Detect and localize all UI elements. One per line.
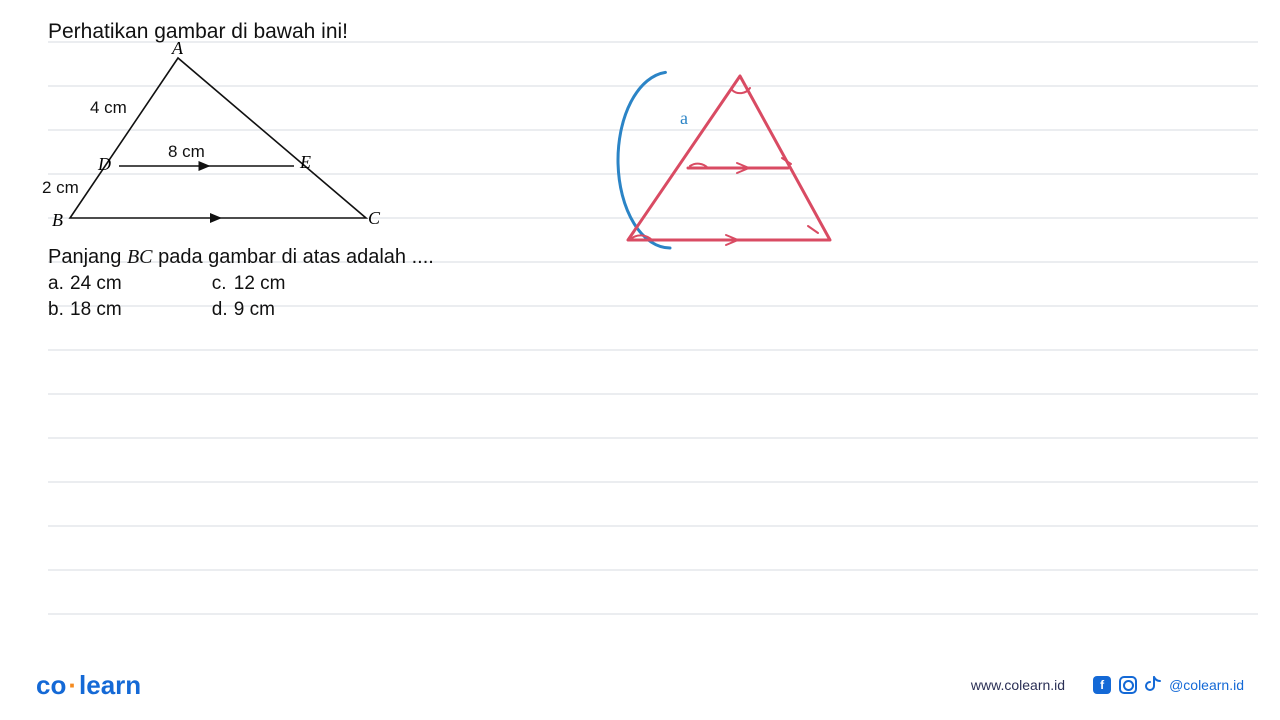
dim-DE: 8 cm (168, 142, 205, 162)
option-d: d.9 cm (212, 299, 286, 321)
tiktok-icon (1145, 676, 1161, 694)
options: a.24 cm b.18 cm c.12 cm d.9 cm (48, 273, 478, 321)
logo-dot: · (66, 670, 79, 700)
hand-sketch: a (610, 70, 870, 270)
label-A: A (172, 38, 183, 59)
svg-text:a: a (680, 108, 688, 128)
option-c: c.12 cm (212, 273, 286, 295)
logo: co·learn (36, 670, 141, 701)
label-B: B (52, 210, 63, 231)
instagram-icon (1119, 676, 1137, 694)
option-b: b.18 cm (48, 299, 122, 321)
logo-learn: learn (79, 670, 141, 700)
question-prompt: Perhatikan gambar di bawah ini! (48, 20, 478, 44)
label-D: D (98, 154, 111, 175)
stem-post: pada gambar di atas adalah .... (153, 246, 434, 268)
logo-co: co (36, 670, 66, 700)
footer: co·learn www.colearn.id f @colearn.id (0, 650, 1280, 720)
social-handle: @colearn.id (1169, 677, 1244, 693)
site-url: www.colearn.id (971, 677, 1065, 693)
dim-DB: 2 cm (42, 178, 79, 198)
facebook-icon: f (1093, 676, 1111, 694)
question-stem: Panjang BC pada gambar di atas adalah ..… (48, 246, 478, 269)
stem-pre: Panjang (48, 246, 127, 268)
printed-diagram: A B C D E 4 cm 8 cm 2 cm (48, 50, 388, 240)
social-icons: f @colearn.id (1093, 676, 1244, 694)
stem-bc: BC (127, 246, 153, 268)
label-E: E (300, 152, 311, 173)
option-a: a.24 cm (48, 273, 122, 295)
label-C: C (368, 208, 380, 229)
dim-AD: 4 cm (90, 98, 127, 118)
question-block: Perhatikan gambar di bawah ini! A B C D … (48, 20, 478, 321)
